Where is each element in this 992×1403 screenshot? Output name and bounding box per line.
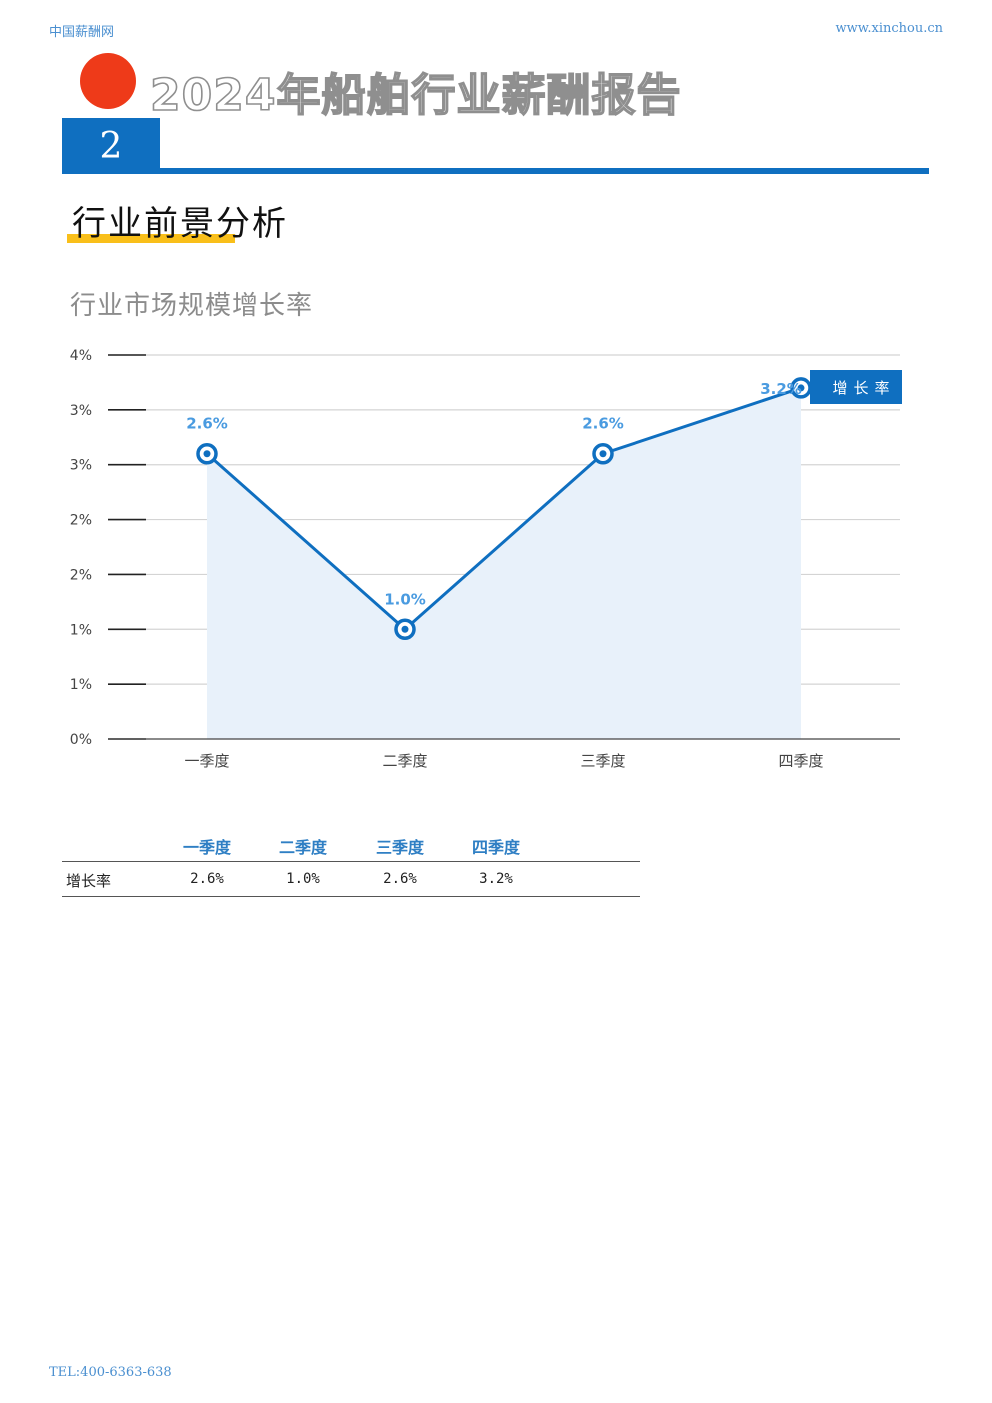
header-rule xyxy=(160,168,929,174)
table-bottom-rule xyxy=(62,896,640,897)
x-tick-label: 二季度 xyxy=(382,752,427,770)
section-number: 2 xyxy=(99,126,123,167)
growth-line-chart: 0%1%1%2%2%3%3%4% 一季度 二季度 三季度 四季度 2.6%1.0%2.… xyxy=(70,348,902,770)
table-cell: 2.6% xyxy=(190,871,224,887)
data-label: 2.6% xyxy=(582,415,624,433)
y-tick-label: 2% xyxy=(70,513,92,529)
section-title: 行业前景分析 xyxy=(72,204,288,244)
table-header: 四季度 xyxy=(471,838,520,857)
y-tick-label: 0% xyxy=(70,732,92,748)
data-point-center xyxy=(401,625,409,633)
area-fill xyxy=(207,387,801,739)
y-tick-label: 3% xyxy=(70,403,92,419)
red-circle-decoration xyxy=(80,53,136,109)
data-label: 2.6% xyxy=(186,415,228,433)
site-name: 中国薪酬网 xyxy=(49,25,115,40)
table-header: 一季度 xyxy=(182,838,231,857)
y-tick-label: 1% xyxy=(70,677,92,693)
data-point-center xyxy=(599,450,607,458)
table-cell: 1.0% xyxy=(286,871,320,887)
y-tick-label: 1% xyxy=(70,622,92,638)
footer-phone: TEL:400-6363-638 xyxy=(49,1365,172,1380)
data-label: 3.2% xyxy=(760,380,802,398)
series-line xyxy=(206,386,802,632)
legend-label: 增长率 xyxy=(832,379,895,397)
table-row-label: 增长率 xyxy=(66,872,112,890)
data-labels: 2.6% 1.0% 2.6% 3.2% xyxy=(186,380,802,608)
y-tick-label: 3% xyxy=(70,458,92,474)
data-point-center xyxy=(203,450,211,458)
data-points xyxy=(196,377,812,641)
x-tick-label: 四季度 xyxy=(778,752,823,770)
data-label: 1.0% xyxy=(384,590,426,608)
x-axis-labels: 一季度 二季度 三季度 四季度 xyxy=(184,752,823,770)
x-tick-label: 一季度 xyxy=(184,752,229,770)
table-cell: 3.2% xyxy=(479,871,513,887)
chart-heading: 行业市场规模增长率 xyxy=(70,291,314,321)
legend: 增长率 xyxy=(810,370,902,404)
x-tick-label: 三季度 xyxy=(580,752,625,770)
site-url[interactable]: www.xinchou.cn xyxy=(835,21,943,36)
table-header: 二季度 xyxy=(278,838,327,857)
data-point-center xyxy=(797,384,805,392)
report-title: 2024年船舶行业薪酬报告 xyxy=(149,69,682,122)
table-header: 三季度 xyxy=(375,838,424,857)
table-cell: 2.6% xyxy=(383,871,417,887)
y-tick-label: 2% xyxy=(70,567,92,583)
y-tick-label: 4% xyxy=(70,348,92,364)
section-number-box: 2 xyxy=(62,118,160,174)
section-title-highlight xyxy=(67,234,235,243)
legend-box xyxy=(810,370,902,404)
table-divider xyxy=(62,861,640,862)
y-axis-ticks: 0% 1% 1% 2% 2% 3% 3% 4% xyxy=(70,348,92,748)
